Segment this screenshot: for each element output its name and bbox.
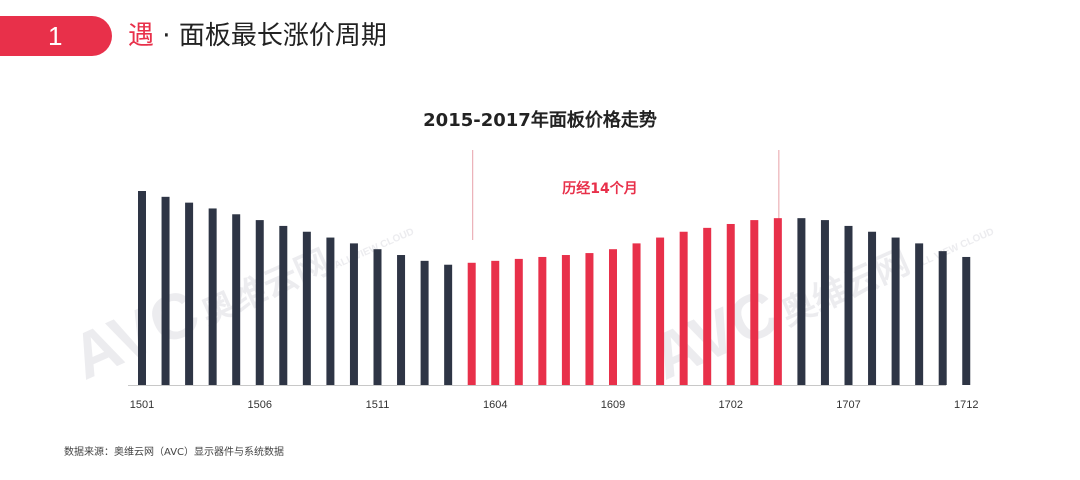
bar-1708 — [868, 231, 877, 385]
bar-1608 — [585, 253, 594, 385]
x-tick-label-1707: 1707 — [836, 399, 860, 411]
bar-1601 — [420, 260, 429, 385]
bar-1510 — [349, 243, 358, 385]
bar-1607 — [561, 255, 570, 385]
bar-1704 — [773, 218, 782, 385]
page-title: 遇 · 面板最长涨价周期 — [128, 18, 387, 54]
page-title-text: 面板最长涨价周期 — [178, 21, 387, 51]
bar-1606 — [538, 256, 547, 385]
bar-1602 — [444, 264, 453, 385]
x-tick-label-1511: 1511 — [366, 399, 390, 411]
bar-1709 — [891, 237, 900, 385]
bar-1706 — [820, 220, 829, 385]
section-number: 1 — [48, 21, 63, 51]
x-tick-label-1604: 1604 — [483, 399, 507, 411]
bar-1712 — [962, 256, 971, 385]
bar-1707 — [844, 225, 853, 385]
bar-1702 — [726, 223, 735, 385]
chart-annotation: 历经14个月 — [562, 181, 638, 197]
bar-1605 — [514, 258, 523, 385]
x-tick-label-1501: 1501 — [130, 399, 154, 411]
chart-title: 2015-2017年面板价格走势 — [423, 110, 657, 131]
bar-1505 — [232, 214, 241, 385]
page-title-dot: · — [154, 21, 179, 51]
bar-1504 — [208, 208, 217, 385]
bar-1501 — [138, 191, 146, 385]
bar-1511 — [373, 249, 382, 385]
section-number-pill — [0, 16, 112, 56]
bar-1612 — [679, 231, 688, 385]
bar-1503 — [185, 202, 194, 385]
bar-1506 — [255, 220, 264, 385]
bar-1701 — [703, 227, 712, 385]
x-tick-label-1609: 1609 — [601, 399, 625, 411]
bar-1603 — [467, 262, 476, 385]
bar-1705 — [797, 218, 806, 385]
bar-1508 — [302, 231, 311, 385]
x-tick-label-1702: 1702 — [719, 399, 743, 411]
bar-1609 — [609, 249, 617, 385]
bar-1507 — [279, 225, 288, 385]
x-tick-label-1506: 1506 — [248, 399, 272, 411]
bar-1509 — [326, 237, 335, 385]
bar-1512 — [397, 255, 406, 385]
data-source-note: 数据来源：奥维云网（AVC）显示器件与系统数据 — [64, 447, 285, 458]
page-title-accent: 遇 — [128, 21, 155, 51]
x-tick-label-1712: 1712 — [954, 399, 978, 411]
bar-1502 — [161, 196, 170, 385]
bar-1703 — [750, 220, 759, 385]
bar-1611 — [656, 237, 665, 385]
bar-1604 — [491, 260, 500, 385]
bar-1711 — [938, 251, 947, 385]
bar-1610 — [632, 243, 641, 385]
bar-1710 — [915, 243, 924, 385]
